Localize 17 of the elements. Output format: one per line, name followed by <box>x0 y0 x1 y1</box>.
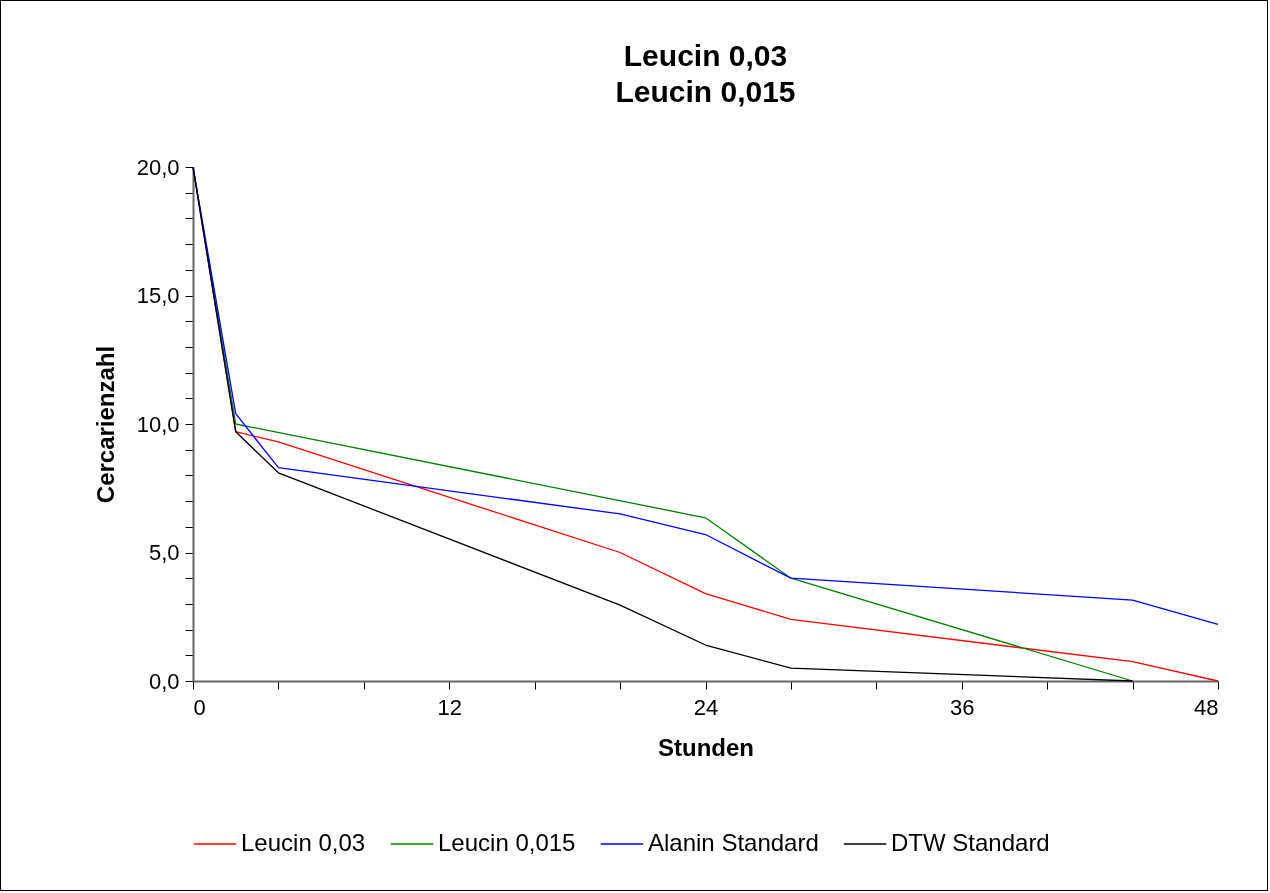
x-tick-label: 24 <box>693 694 719 720</box>
legend-label: Alanin Standard <box>648 829 819 856</box>
legend-label: Leucin 0,015 <box>438 829 576 856</box>
legend-label: DTW Standard <box>891 829 1050 856</box>
y-tick-label: 15,0 <box>136 283 180 308</box>
y-tick-label: 20,0 <box>136 154 180 180</box>
x-tick-label: 12 <box>437 694 462 720</box>
legend-label: Leucin 0,03 <box>241 829 366 856</box>
y-tick-label: 10,0 <box>136 411 180 437</box>
x-axis-title: Stunden <box>658 733 754 761</box>
y-tick-label: 0,0 <box>148 668 180 694</box>
y-tick-label: 5,0 <box>148 540 180 565</box>
y-axis-title: Cercarienzahl <box>91 345 119 504</box>
x-tick-label: 0 <box>193 694 206 720</box>
x-tick-label: 48 <box>1194 694 1219 720</box>
chart-title: Leucin 0,03 Leucin 0,015 <box>615 39 796 108</box>
x-tick-label: 36 <box>950 694 975 720</box>
